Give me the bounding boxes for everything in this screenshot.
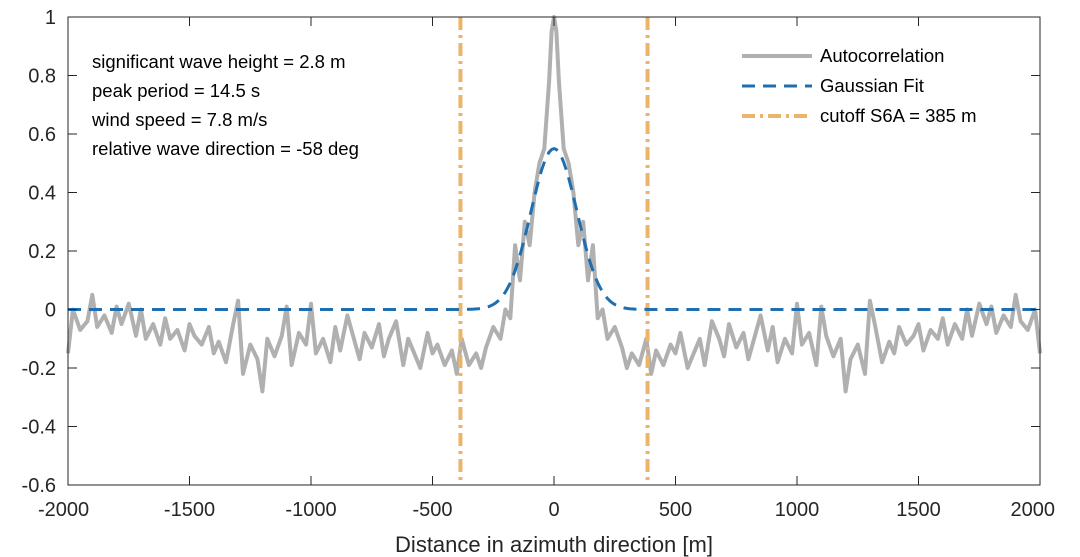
y-tick-label: 0.4 [28, 183, 56, 205]
legend-label-cutoff: cutoff S6A = 385 m [820, 105, 977, 126]
y-tick-label: -0.2 [22, 358, 56, 380]
y-tick-label: 0.2 [28, 241, 56, 263]
y-tick-label: -0.4 [22, 417, 56, 439]
y-tick-label: 0.6 [28, 124, 56, 146]
legend: Autocorrelation Gaussian Fit cutoff S6A … [742, 45, 977, 126]
x-tick-label: -1000 [285, 499, 336, 521]
y-tick-label: 1 [45, 7, 56, 29]
annotation-wave-direction: relative wave direction = -58 deg [92, 138, 359, 159]
annotation-wind-speed: wind speed = 7.8 m/s [91, 109, 267, 130]
x-tick-label: 0 [548, 499, 559, 521]
x-tick-label: -2000 [38, 499, 89, 521]
y-tick-label: -0.6 [22, 475, 56, 497]
y-tick-label: 0.8 [28, 66, 56, 88]
x-tick-label: 1500 [896, 499, 941, 521]
plot-background [68, 17, 1040, 485]
x-tick-label: 1000 [775, 499, 820, 521]
annotation-peak-period: peak period = 14.5 s [92, 80, 260, 101]
x-axis-title: Distance in azimuth direction [m] [395, 532, 713, 557]
annotation-block: significant wave height = 2.8 m peak per… [91, 51, 359, 159]
series-gaussian-fit-line [68, 146, 1040, 311]
x-tick-label: 2000 [1011, 499, 1056, 521]
legend-label-gaussian-fit: Gaussian Fit [820, 75, 924, 96]
annotation-wave-height: significant wave height = 2.8 m [92, 51, 346, 72]
x-tick-label: -500 [412, 499, 452, 521]
x-tick-label: 500 [659, 499, 692, 521]
y-tick-label: 0 [45, 300, 56, 322]
ticks-layer: -2000 -1500 -1000 -500 0 500 1000 1500 2000 -0.6 -… [22, 7, 1055, 521]
legend-label-autocorrelation: Autocorrelation [820, 45, 944, 66]
x-tick-label: -1500 [164, 499, 215, 521]
